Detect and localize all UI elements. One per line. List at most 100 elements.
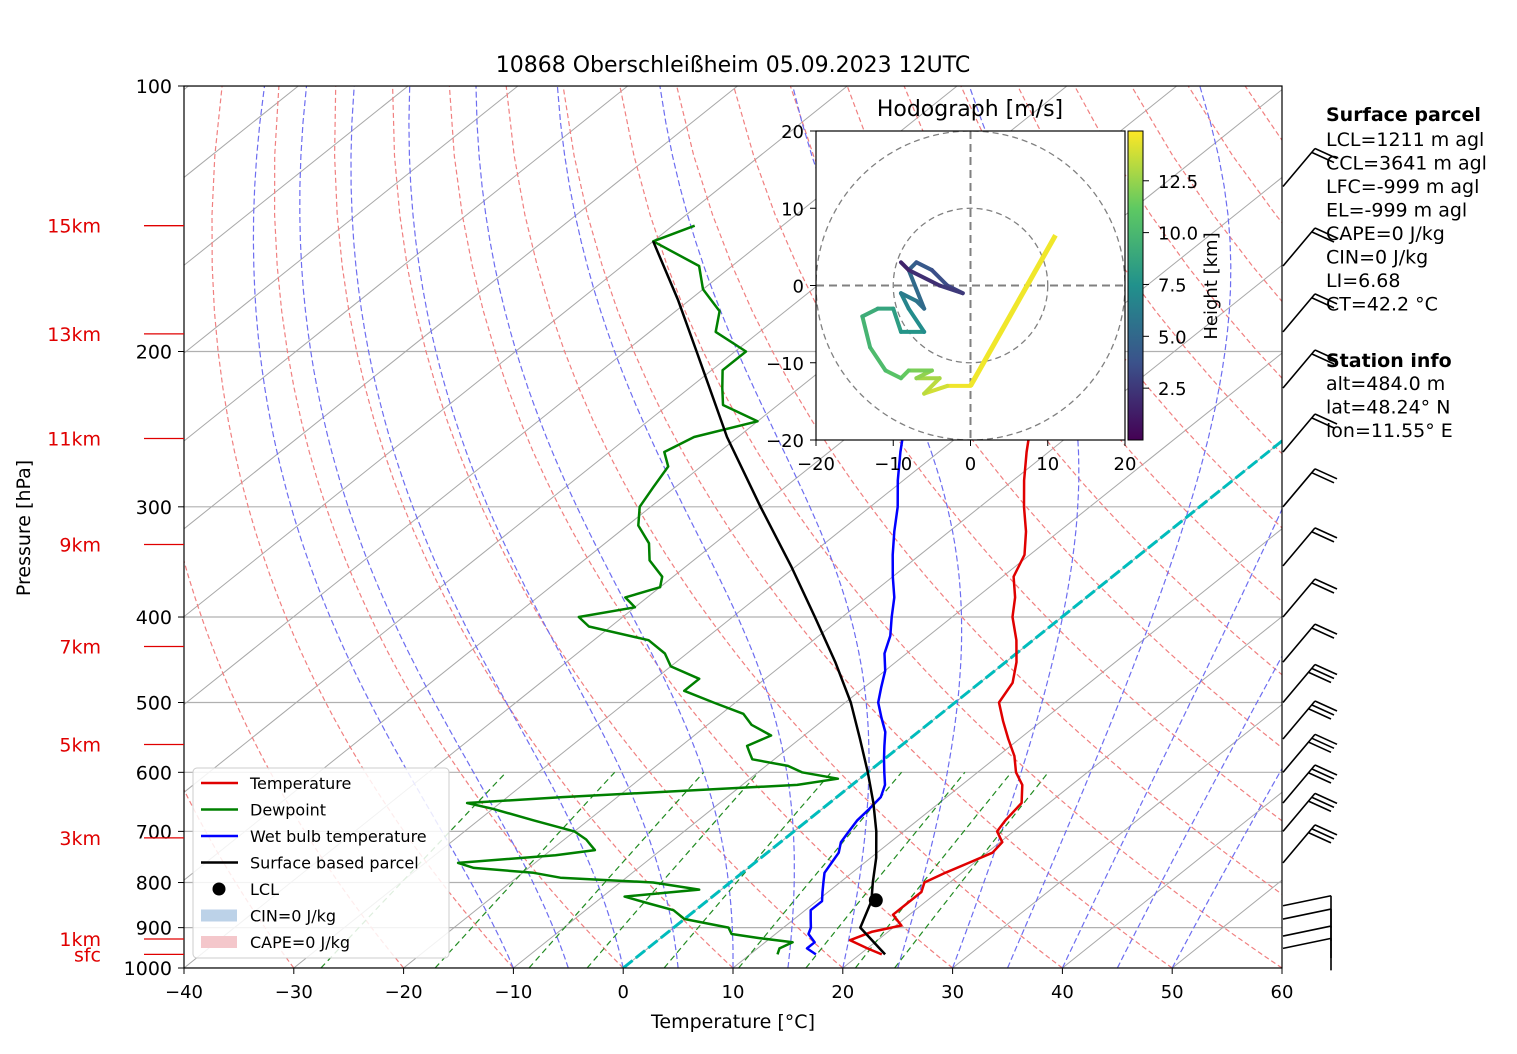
legend: Temperature Dewpoint Wet bulb temperature S… — [192, 767, 450, 959]
dry-adiabat — [960, 86, 1282, 529]
barb-feather — [1311, 582, 1335, 594]
barb-feather — [1311, 768, 1335, 780]
x-tick-label: 20 — [831, 982, 854, 1003]
hodo-x-tick-label: 20 — [1114, 454, 1137, 475]
moist-adiabat — [252, 86, 514, 968]
dry-adiabat — [562, 86, 1173, 968]
moist-adiabat — [659, 86, 870, 968]
barb-feather — [1311, 231, 1335, 243]
hodo-y-tick-label: 0 — [793, 277, 804, 298]
legend-label: Wet bulb temperature — [250, 827, 427, 846]
legend-box — [192, 767, 450, 959]
x-tick-label: 0 — [617, 982, 628, 1003]
mixing-ratio-line — [854, 771, 1012, 968]
isotherm — [184, 86, 848, 618]
isotherm — [513, 352, 1282, 968]
barb-staff — [1282, 527, 1316, 567]
barb-feather — [1314, 578, 1338, 590]
dry-adiabat — [619, 86, 1282, 968]
wind-barb — [1282, 663, 1338, 704]
wind-barb — [1282, 227, 1338, 267]
x-tick-label: 30 — [941, 982, 964, 1003]
colorbar-label: Height [km] — [1201, 232, 1222, 339]
barb-feather — [1314, 792, 1338, 805]
barb-feather — [1314, 623, 1338, 635]
hodo-y-tick-label: 10 — [781, 199, 804, 220]
barb-staff — [1282, 227, 1316, 267]
height-label: 5km — [59, 735, 101, 757]
hodograph-segment — [914, 260, 934, 273]
mixing-ratio-line — [738, 771, 903, 968]
dry-adiabat — [1017, 86, 1282, 455]
hodograph-segment — [929, 268, 950, 288]
moist-adiabat — [1061, 507, 1282, 968]
dry-adiabat — [505, 86, 1063, 968]
barb-feather — [1314, 764, 1338, 776]
hodo-x-tick-label: −20 — [797, 454, 835, 475]
wind-barb — [1282, 824, 1338, 864]
barb-staff — [1282, 293, 1316, 333]
wind-barb — [1282, 623, 1338, 663]
barb-feather — [1314, 413, 1338, 425]
barb-feather — [1311, 828, 1335, 840]
isotherm — [403, 264, 1282, 968]
hodograph-background — [816, 131, 1125, 440]
isotherm — [184, 86, 738, 530]
hodograph-segment — [891, 306, 903, 334]
dry-adiabat — [789, 86, 1282, 749]
moist-adiabat — [350, 86, 624, 968]
hodograph-segment — [906, 268, 927, 311]
wind-barb — [1282, 937, 1332, 971]
barb-feather — [1308, 741, 1332, 754]
wind-barb — [1282, 700, 1338, 740]
isotherm — [952, 703, 1282, 968]
moist-adiabat — [475, 86, 734, 968]
hodograph-ticks: −20 −10 0 10 20 20 10 0 −10 −20 — [766, 122, 1136, 475]
moist-adiabat — [299, 86, 569, 968]
barb-feather — [1311, 667, 1335, 680]
hodograph-segment — [860, 314, 873, 350]
colorbar-tick-label: 5.0 — [1158, 327, 1187, 348]
dry-adiabat — [333, 86, 734, 968]
barb-staff — [1282, 908, 1332, 920]
legend-swatch — [201, 909, 237, 922]
wind-barb — [1282, 894, 1332, 928]
x-tick-label: 50 — [1161, 982, 1184, 1003]
barb-feather — [1314, 147, 1338, 160]
height-label: sfc — [74, 944, 101, 966]
colorbar-tick-label: 2.5 — [1158, 379, 1187, 400]
barb-feather — [1308, 800, 1332, 813]
wind-barb — [1282, 764, 1338, 804]
y-tick-label: 900 — [136, 918, 172, 940]
height-label: 3km — [59, 828, 101, 850]
hodograph-segment — [937, 283, 965, 296]
barb-staff — [1282, 937, 1332, 950]
surface-parcel-line: LCL=1211 m agl — [1326, 129, 1484, 151]
moist-adiabat — [1006, 86, 1232, 968]
y-tick-label: 700 — [136, 821, 172, 843]
legend-label: CIN=0 J/kg — [250, 907, 336, 926]
height-label: 9km — [59, 534, 101, 556]
axis-ticks: −40 −30 −20 −10 0 10 20 30 40 50 60100200300400500… — [124, 76, 1294, 1003]
legend-label: Surface based parcel — [250, 854, 419, 873]
height-label: 15km — [47, 216, 101, 238]
mixing-ratio-line — [805, 771, 966, 968]
hodo-y-tick-label: −20 — [766, 431, 804, 452]
barb-feather — [1314, 468, 1338, 480]
barb-feather — [1314, 527, 1338, 539]
barb-feather — [1311, 627, 1335, 639]
wind-barb — [1282, 349, 1338, 389]
wind-barb — [1282, 147, 1338, 188]
barb-feather — [1314, 293, 1338, 305]
barb-feather — [1314, 227, 1338, 239]
barb-feather — [1314, 663, 1338, 676]
hodo-x-tick-label: 0 — [965, 454, 976, 475]
legend-swatch — [201, 936, 237, 948]
barb-feather — [1311, 297, 1335, 309]
y-tick-label: 200 — [136, 342, 172, 364]
x-tick-label: −30 — [275, 982, 313, 1003]
